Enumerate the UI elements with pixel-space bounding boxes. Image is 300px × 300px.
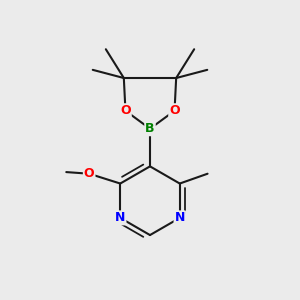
- Text: B: B: [145, 122, 155, 135]
- Text: O: O: [84, 167, 94, 180]
- Text: N: N: [175, 212, 185, 224]
- Text: N: N: [115, 212, 125, 224]
- Text: O: O: [169, 104, 180, 117]
- Text: O: O: [120, 104, 131, 117]
